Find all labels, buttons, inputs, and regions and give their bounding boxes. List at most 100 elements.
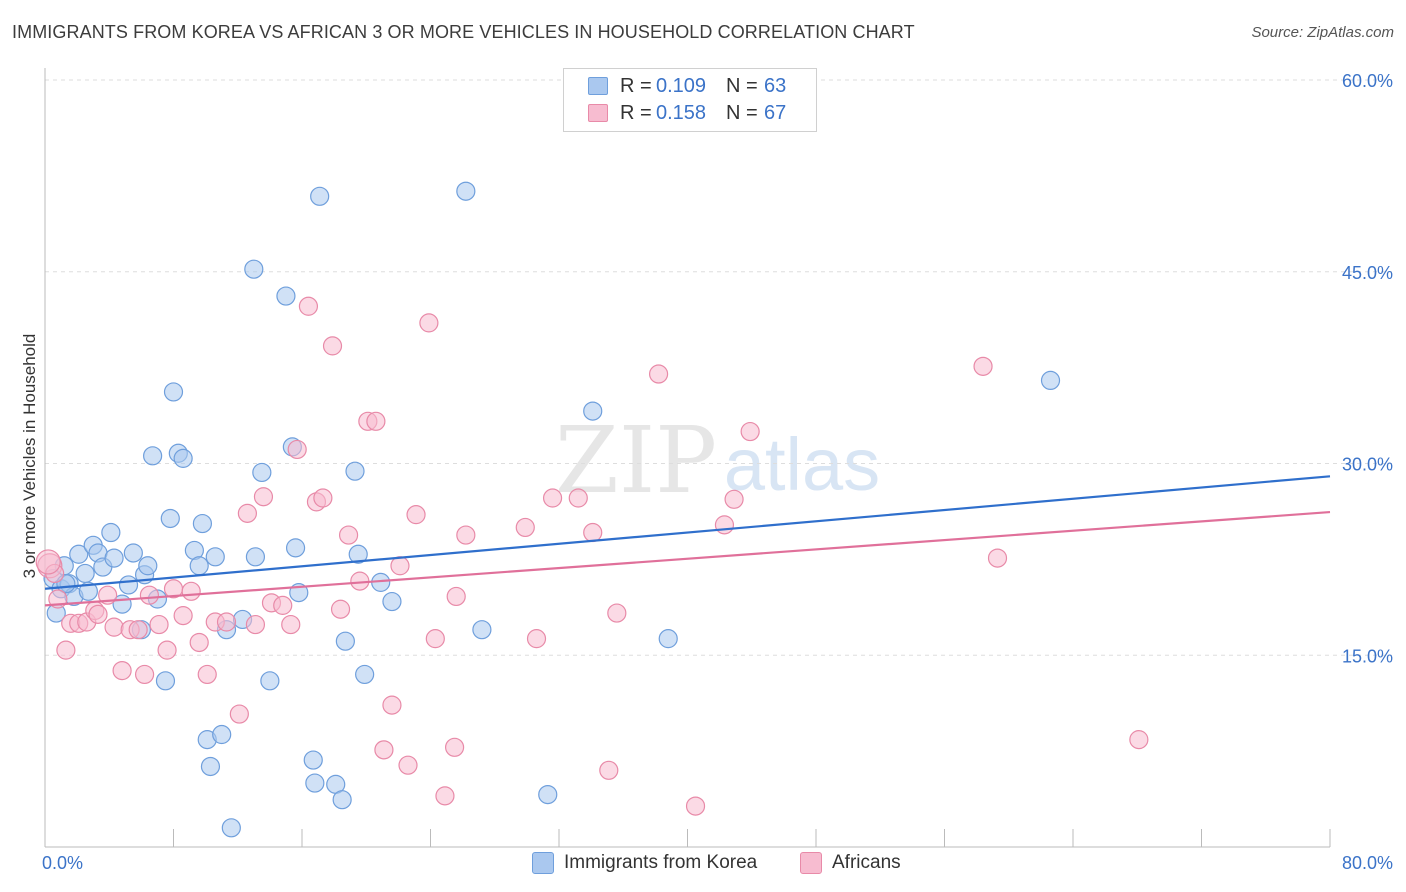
- korea-point: [472, 620, 492, 640]
- chart-title: IMMIGRANTS FROM KOREA VS AFRICAN 3 OR MO…: [12, 22, 915, 42]
- korea-point: [192, 513, 213, 534]
- legend-row-korea: R = 0.109 N = 63: [588, 73, 786, 99]
- legend-row-africa: R = 0.158 N = 67: [588, 100, 786, 126]
- r-label: R =: [620, 101, 652, 124]
- x-tick-label: 0.0%: [42, 853, 83, 873]
- korea-point: [1040, 370, 1061, 391]
- korea-point: [75, 563, 95, 584]
- africa-point: [253, 487, 274, 507]
- africa-point: [366, 411, 386, 431]
- africa-point: [444, 737, 465, 757]
- africa-point: [398, 755, 418, 775]
- r-value: 0.158: [656, 101, 707, 124]
- africa-point: [583, 522, 603, 543]
- africa-point: [542, 488, 563, 508]
- legend-item-africa: Africans: [800, 852, 901, 874]
- korea-point: [160, 508, 180, 529]
- series-africa-points: [35, 296, 1149, 816]
- korea-point: [538, 784, 558, 805]
- africa-point: [173, 606, 193, 626]
- r-value: 0.109: [656, 74, 707, 97]
- korea-point: [143, 446, 163, 466]
- korea-point: [244, 259, 264, 279]
- series-korea-points: [43, 181, 1061, 838]
- korea-point: [104, 548, 124, 568]
- korea-point: [163, 382, 184, 402]
- korea-point: [305, 773, 325, 793]
- africa-point: [157, 640, 177, 660]
- korea-point: [212, 724, 232, 745]
- r-label: R =: [620, 74, 652, 97]
- korea-point: [456, 181, 476, 201]
- n-value: 67: [764, 101, 787, 124]
- y-tick-label: 45.0%: [1342, 263, 1393, 283]
- africa-point: [134, 664, 155, 685]
- africa-point: [374, 740, 394, 760]
- korea-point: [200, 756, 221, 777]
- korea-point: [69, 544, 89, 564]
- korea-point: [101, 522, 121, 543]
- africa-point: [216, 612, 237, 632]
- korea-point: [348, 544, 368, 564]
- africa-point: [330, 599, 351, 619]
- korea-point: [382, 591, 402, 612]
- africa-point: [298, 296, 319, 316]
- legend-item-korea: Immigrants from Korea: [532, 852, 757, 874]
- n-label: N =: [726, 74, 758, 97]
- korea-point: [173, 448, 193, 468]
- africa-point: [740, 421, 760, 442]
- korea-point: [260, 671, 280, 691]
- korea-point: [78, 581, 98, 601]
- korea-swatch: [532, 852, 554, 874]
- korea-point: [355, 664, 375, 685]
- africa-point: [406, 505, 426, 525]
- africa-point: [88, 604, 108, 624]
- watermark: ZIP atlas: [555, 407, 880, 514]
- korea-point: [335, 631, 355, 651]
- y-tick-label: 30.0%: [1342, 455, 1393, 475]
- x-tick-label: 80.0%: [1342, 853, 1393, 873]
- africa-point: [568, 488, 588, 508]
- legend-label-korea: Immigrants from Korea: [564, 852, 758, 873]
- africa-point: [390, 556, 410, 576]
- korea-point: [310, 186, 330, 206]
- africa-trend-line: [44, 510, 1331, 607]
- africa-point: [724, 489, 744, 509]
- tick-labels: 15.0% 30.0% 45.0% 60.0% 0.0% 80.0%: [42, 71, 1393, 873]
- axes: [44, 68, 1331, 848]
- korea-point: [118, 575, 139, 595]
- africa-point: [237, 503, 257, 523]
- africa-point: [273, 595, 293, 615]
- korea-point: [276, 286, 296, 306]
- africa-point: [281, 614, 301, 635]
- series-legend: Immigrants from Korea Africans: [0, 852, 1406, 878]
- africa-point: [382, 695, 402, 715]
- korea-point: [245, 547, 266, 567]
- africa-point: [229, 704, 249, 724]
- africa-point: [322, 336, 343, 356]
- africa-point: [435, 786, 455, 806]
- africa-swatch: [800, 852, 822, 874]
- africa-point: [446, 586, 466, 607]
- africa-point: [149, 614, 169, 635]
- korea-point: [123, 543, 143, 563]
- legend-label-africa: Africans: [832, 852, 901, 873]
- africa-point: [456, 525, 476, 545]
- korea-swatch: [588, 77, 608, 95]
- africa-point: [1129, 730, 1149, 750]
- korea-point: [155, 671, 176, 691]
- africa-point: [245, 614, 266, 635]
- n-value: 63: [764, 74, 787, 97]
- africa-point: [599, 760, 619, 780]
- y-tick-label: 60.0%: [1342, 71, 1393, 91]
- korea-point: [221, 818, 241, 838]
- korea-point: [189, 556, 209, 576]
- africa-point: [112, 660, 132, 681]
- korea-point: [345, 461, 365, 481]
- africa-point: [515, 517, 535, 538]
- africa-point: [973, 356, 993, 376]
- africa-point: [425, 629, 445, 649]
- africa-point: [685, 796, 706, 816]
- africa-point: [338, 525, 359, 545]
- africa-point: [197, 664, 217, 685]
